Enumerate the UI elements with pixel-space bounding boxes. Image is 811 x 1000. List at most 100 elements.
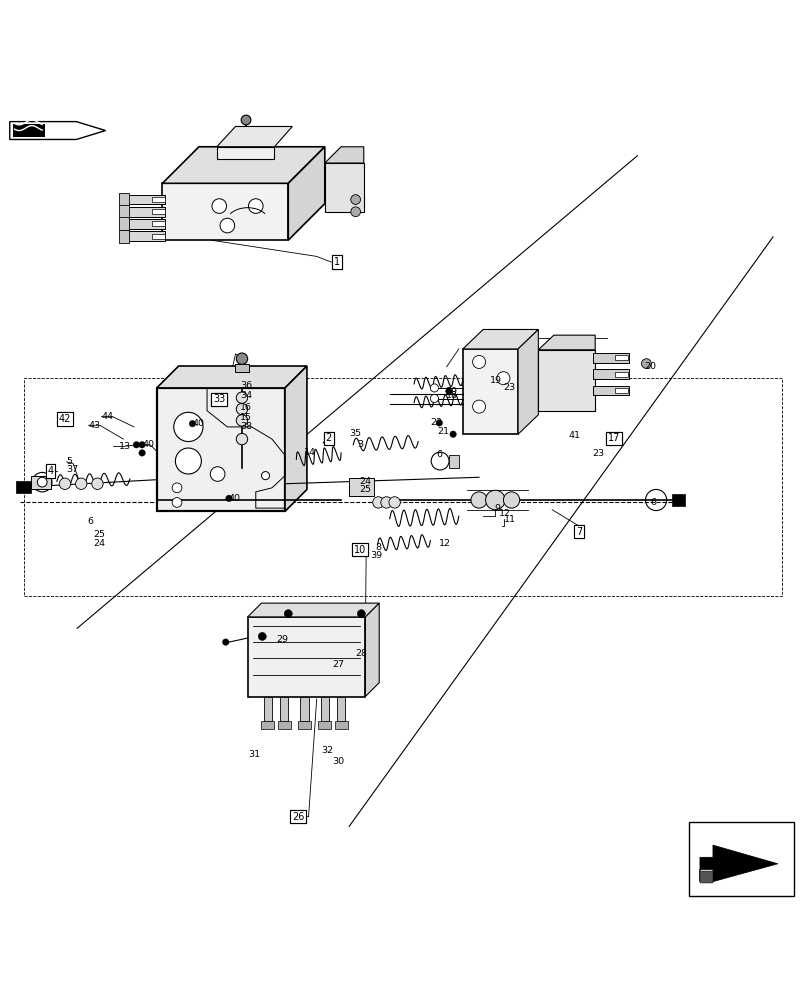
Bar: [261, 721, 274, 729]
Bar: [152, 197, 165, 202]
Text: 29: 29: [276, 635, 288, 644]
Text: 44: 44: [101, 412, 114, 421]
Text: 1: 1: [333, 257, 340, 267]
Polygon shape: [324, 147, 363, 163]
Circle shape: [248, 199, 263, 213]
Text: 40: 40: [229, 494, 241, 503]
Circle shape: [284, 610, 292, 618]
Circle shape: [236, 433, 247, 445]
Polygon shape: [162, 147, 324, 183]
Text: 6: 6: [87, 517, 92, 526]
Text: 40: 40: [192, 419, 204, 428]
Text: 3: 3: [357, 440, 363, 449]
Bar: [31, 476, 51, 489]
Bar: [280, 697, 288, 721]
Text: 33: 33: [212, 394, 225, 404]
Text: 6: 6: [650, 498, 655, 507]
Circle shape: [449, 431, 456, 437]
Circle shape: [236, 415, 247, 426]
Circle shape: [430, 384, 438, 392]
Circle shape: [430, 394, 438, 403]
Bar: [119, 205, 129, 218]
Circle shape: [174, 412, 203, 442]
Circle shape: [372, 497, 384, 508]
Bar: [16, 481, 31, 493]
Polygon shape: [462, 329, 538, 349]
Text: 22: 22: [430, 418, 442, 427]
Bar: [119, 193, 129, 206]
Bar: [337, 697, 345, 721]
Circle shape: [470, 492, 487, 508]
Bar: [318, 721, 331, 729]
Circle shape: [445, 388, 452, 394]
Text: 23: 23: [503, 383, 515, 392]
Circle shape: [225, 495, 232, 502]
Polygon shape: [365, 603, 379, 697]
Text: 8: 8: [375, 543, 380, 552]
Polygon shape: [285, 366, 307, 511]
Bar: [152, 234, 165, 239]
Text: 36: 36: [240, 381, 252, 390]
Polygon shape: [162, 183, 288, 240]
Text: 6: 6: [436, 450, 442, 459]
Text: 35: 35: [349, 429, 361, 438]
Polygon shape: [217, 126, 292, 147]
Text: 42: 42: [58, 414, 71, 424]
Text: 2: 2: [325, 433, 332, 443]
Text: 18: 18: [445, 391, 457, 400]
Text: 24: 24: [358, 477, 371, 486]
Bar: [119, 230, 129, 243]
Circle shape: [472, 400, 485, 413]
Polygon shape: [13, 124, 45, 137]
Circle shape: [241, 115, 251, 125]
Text: 14: 14: [303, 448, 315, 457]
Text: 15: 15: [240, 413, 252, 422]
Text: 23: 23: [591, 449, 603, 458]
Circle shape: [357, 610, 365, 618]
Polygon shape: [538, 335, 594, 350]
Text: 9: 9: [494, 504, 500, 513]
Text: 41: 41: [568, 431, 580, 440]
Bar: [672, 494, 684, 506]
Polygon shape: [699, 845, 777, 882]
Text: 11: 11: [504, 515, 516, 524]
Circle shape: [350, 195, 360, 204]
Text: 26: 26: [291, 812, 304, 822]
Circle shape: [210, 467, 225, 481]
Bar: [126, 219, 165, 229]
Text: 10: 10: [353, 545, 366, 555]
Text: 25: 25: [358, 485, 371, 494]
Bar: [277, 721, 290, 729]
Circle shape: [189, 420, 195, 427]
Bar: [24, 378, 781, 596]
Bar: [462, 349, 517, 434]
Bar: [152, 221, 165, 226]
Circle shape: [236, 403, 247, 415]
Bar: [615, 355, 628, 360]
Text: 12: 12: [498, 509, 510, 518]
Circle shape: [37, 477, 47, 487]
Text: 26: 26: [291, 812, 304, 822]
Text: 20: 20: [643, 362, 655, 371]
Circle shape: [175, 448, 201, 474]
Circle shape: [236, 392, 247, 403]
Circle shape: [436, 420, 442, 426]
Circle shape: [236, 353, 247, 364]
Bar: [157, 388, 285, 511]
Bar: [126, 195, 165, 204]
Circle shape: [172, 483, 182, 493]
Circle shape: [172, 498, 182, 507]
Circle shape: [350, 207, 360, 217]
Circle shape: [139, 450, 145, 456]
Text: 31: 31: [248, 750, 260, 759]
Bar: [324, 163, 363, 212]
Text: 12: 12: [439, 539, 451, 548]
Text: 39: 39: [370, 551, 382, 560]
Bar: [592, 386, 629, 395]
Bar: [126, 207, 165, 217]
Text: 1: 1: [333, 257, 340, 267]
Bar: [320, 697, 328, 721]
Bar: [247, 617, 365, 697]
Polygon shape: [157, 366, 307, 388]
Text: 32: 32: [320, 746, 333, 755]
